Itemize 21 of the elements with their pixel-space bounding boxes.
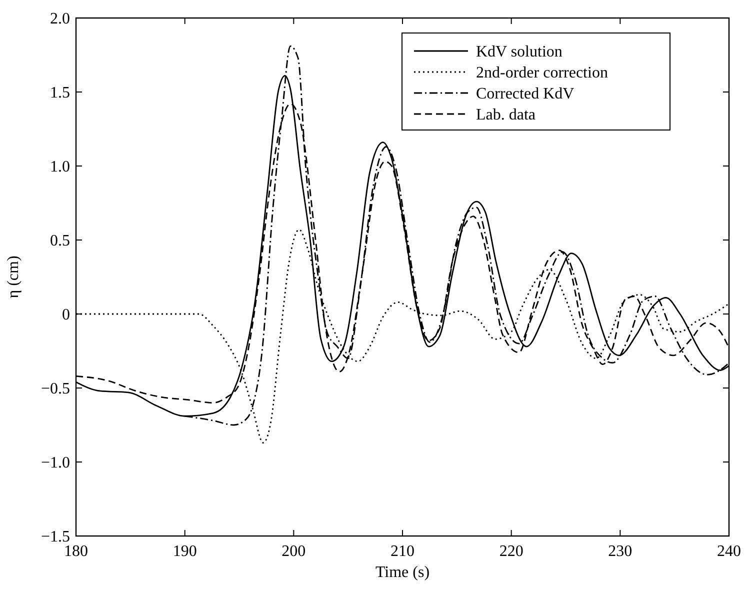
y-tick-label: 2.0 <box>50 10 70 28</box>
x-tick-label: 180 <box>64 543 88 560</box>
legend-label: Corrected KdV <box>476 86 575 103</box>
y-tick-label: −1.0 <box>40 454 70 472</box>
x-tick-label: 220 <box>499 543 524 560</box>
y-tick-label: 0.5 <box>50 232 70 250</box>
x-tick-label: 190 <box>172 543 197 560</box>
x-tick-label: 200 <box>282 543 306 560</box>
y-tick-label: −1.5 <box>40 528 70 546</box>
legend-label: 2nd-order correction <box>476 64 608 82</box>
y-tick-label: 1.5 <box>50 84 70 102</box>
x-tick-label: 210 <box>390 543 414 560</box>
x-tick-label: 240 <box>717 543 741 560</box>
y-axis-title: η (cm) <box>5 256 22 298</box>
legend-label: Lab. data <box>476 106 536 124</box>
y-tick-label: −0.5 <box>40 380 70 398</box>
legend-label: KdV solution <box>476 44 562 61</box>
x-tick-label: 230 <box>608 543 632 560</box>
y-tick-label: 1.0 <box>50 158 70 176</box>
y-tick-label: 0 <box>62 306 70 324</box>
x-axis-title: Time (s) <box>375 564 430 581</box>
